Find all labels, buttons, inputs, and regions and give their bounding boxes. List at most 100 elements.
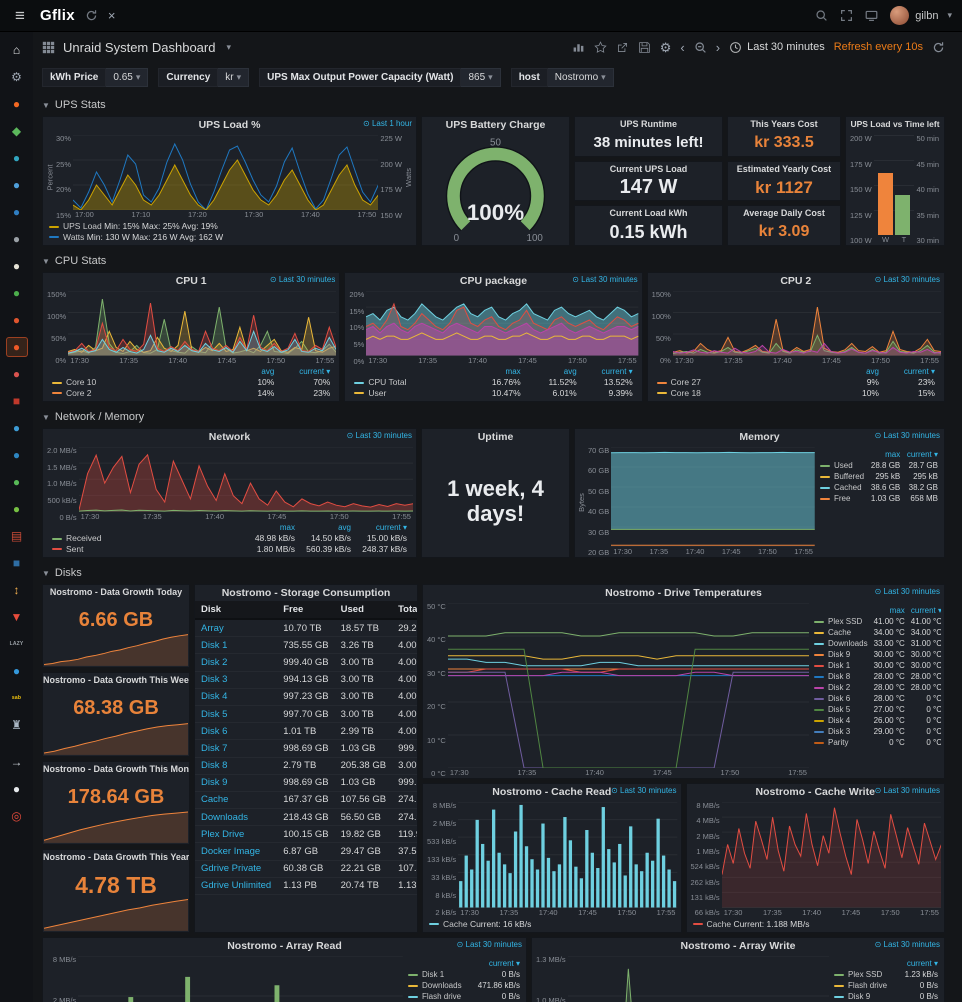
panel-title-bar[interactable]: Current Load kWh <box>575 206 722 219</box>
row-header-ups-stats[interactable]: ▼ UPS Stats <box>42 96 945 114</box>
legend-row[interactable]: User 10.47% 6.01% 9.39% <box>351 388 635 399</box>
red-target-icon[interactable]: ◎ <box>6 806 28 826</box>
refresh-icon[interactable] <box>932 41 945 54</box>
variable-value[interactable]: 865 ▾ <box>461 67 501 87</box>
ups-load-chart[interactable] <box>73 135 379 210</box>
time-range-picker[interactable]: Last 30 minutes <box>729 41 825 54</box>
variable-value[interactable]: 0.65 ▾ <box>106 67 149 87</box>
panel-title-bar[interactable]: Current UPS Load <box>575 162 722 175</box>
legend-column-header[interactable]: avg <box>338 522 351 532</box>
panel-title-bar[interactable]: Nostromo - Drive Temperatures ⊙ Last 30 … <box>423 585 944 601</box>
water-drop-icon[interactable]: ● <box>6 661 28 681</box>
fullscreen-icon[interactable] <box>840 9 853 22</box>
legend-row[interactable]: Plex SSD 41.00 °C 41.00 °C <box>811 616 941 627</box>
share-icon[interactable] <box>616 41 629 54</box>
cpu1-chart[interactable] <box>68 291 337 356</box>
zoom-out-icon[interactable] <box>694 41 707 54</box>
column-header[interactable]: Free <box>277 601 335 620</box>
column-header[interactable]: Used <box>334 601 393 620</box>
legend-column-header[interactable]: current ▾ <box>488 959 520 968</box>
legend-row[interactable]: Flash drive 0 B/s <box>405 991 523 1002</box>
legend-column-header[interactable]: current ▾ <box>906 959 938 968</box>
legend-row[interactable]: Plex SSD 1.23 kB/s <box>831 969 941 980</box>
panel-time-range[interactable]: ⊙ Last 30 minutes <box>456 940 522 949</box>
legend-row[interactable]: Core 27 9% 23% <box>654 377 938 388</box>
legend-row[interactable]: Core 18 10% 15% <box>654 388 938 399</box>
row-header-network-memory[interactable]: ▼ Network / Memory <box>42 408 945 426</box>
panel-title-bar[interactable]: CPU package ⊙ Last 30 minutes <box>345 273 641 289</box>
panel-time-range[interactable]: ⊙ Last 30 minutes <box>346 431 412 440</box>
home-icon[interactable]: ⌂ <box>6 40 28 60</box>
panel-time-range[interactable]: ⊙ Last 30 minutes <box>874 940 940 949</box>
array-write-chart[interactable] <box>568 956 829 1002</box>
panel-time-range[interactable]: ⊙ Last 30 minutes <box>874 275 940 284</box>
refresh-interval-label[interactable]: Refresh every 10s <box>833 41 923 53</box>
red-shield-icon[interactable]: ● <box>6 364 28 384</box>
legend-row[interactable]: Downloads 471.86 kB/s <box>405 980 523 991</box>
panel-time-range[interactable]: ⊙ Last 1 hour <box>363 119 412 128</box>
close-playlist-icon[interactable]: × <box>107 8 116 23</box>
network-chart[interactable] <box>78 447 413 512</box>
battery-gauge[interactable]: 50 0 100 100% <box>422 133 569 245</box>
legend-column-header[interactable]: avg <box>563 366 577 376</box>
lazy-badge-icon[interactable]: LAZY <box>6 634 28 654</box>
legend-column-header[interactable]: current ▾ <box>903 366 935 376</box>
blue-search-icon[interactable]: ● <box>6 202 28 222</box>
legend-column-header[interactable]: current ▾ <box>375 522 407 532</box>
cpu2-chart[interactable] <box>672 291 941 356</box>
legend-row[interactable]: Buffered 295 kB 295 kB <box>817 471 941 482</box>
panel-title-bar[interactable]: Nostromo - Data Growth This Week <box>43 673 189 687</box>
legend-column-header[interactable]: current ▾ <box>906 450 938 459</box>
legend-column-header[interactable]: current ▾ <box>910 606 941 615</box>
settings-gear-icon[interactable]: ⚙ <box>659 39 672 55</box>
blue-square-icon[interactable]: ■ <box>6 553 28 573</box>
panel-title-bar[interactable]: UPS Battery Charge <box>422 117 569 133</box>
column-header[interactable]: Disk <box>195 601 278 620</box>
panel-title-bar[interactable]: Nostromo - Array Read ⊙ Last 30 minutes <box>43 938 526 954</box>
panel-time-range[interactable]: ⊙ Last 30 minutes <box>874 786 940 795</box>
legend-row[interactable]: Free 1.03 GB 658 MB <box>817 493 941 504</box>
variable-currency[interactable]: Currency kr ▾ <box>158 67 250 87</box>
drive-temps-chart[interactable] <box>448 603 809 768</box>
orange-flame-icon[interactable]: ● <box>5 337 28 357</box>
blue-drop-icon[interactable]: ● <box>6 445 28 465</box>
tv-mode-icon[interactable] <box>865 9 878 22</box>
github-icon[interactable]: ● <box>6 779 28 799</box>
legend-row[interactable]: Flash drive 0 B/s <box>831 980 941 991</box>
legend-row[interactable]: Disk 4 26.00 °C 0 °C <box>811 715 941 726</box>
panel-title-bar[interactable]: Nostromo - Array Write ⊙ Last 30 minutes <box>532 938 944 954</box>
column-header[interactable]: Total <box>392 601 417 620</box>
variable-kwh-price[interactable]: kWh Price 0.65 ▾ <box>42 67 149 87</box>
variable-value[interactable]: Nostromo ▾ <box>547 67 614 87</box>
row-header-disks[interactable]: ▼ Disks <box>42 564 945 582</box>
panel-time-range[interactable]: ⊙ Last 30 minutes <box>874 587 940 596</box>
playlist-loop-icon[interactable] <box>85 9 98 22</box>
panel-title-bar[interactable]: Nostromo - Data Growth Today <box>43 585 189 599</box>
legend-column-header[interactable]: max <box>279 522 295 532</box>
variable-ups-max-output[interactable]: UPS Max Output Power Capacity (Watt) 865… <box>259 67 501 87</box>
time-shift-back-icon[interactable]: ‹ <box>680 39 685 55</box>
settings-icon[interactable]: ⚙ <box>6 67 28 87</box>
array-read-chart[interactable] <box>78 956 403 1002</box>
panel-title-bar[interactable]: Nostromo - Data Growth This Month <box>43 762 189 776</box>
legend-row[interactable]: Sent 1.80 MB/s 560.39 kB/s 248.37 kB/s <box>49 544 410 555</box>
panel-time-range[interactable]: ⊙ Last 30 minutes <box>269 275 336 284</box>
cache-read-chart[interactable] <box>458 802 677 908</box>
red-square-icon[interactable]: ■ <box>6 391 28 411</box>
logout-icon[interactable]: → <box>6 752 28 772</box>
tower-icon[interactable]: ♜ <box>6 715 28 735</box>
green-frog-icon[interactable]: ● <box>6 499 28 519</box>
legend-column-header[interactable]: max <box>505 366 521 376</box>
panel-title-bar[interactable]: UPS Load vs Time left <box>846 117 944 133</box>
sab-badge-icon[interactable]: sab <box>6 688 28 708</box>
panel-time-range[interactable]: ⊙ Last 30 minutes <box>572 275 638 284</box>
row-header-cpu-stats[interactable]: ▼ CPU Stats <box>42 252 945 270</box>
panel-title-bar[interactable]: UPS Runtime <box>575 117 722 130</box>
legend-column-header[interactable]: current ▾ <box>299 366 331 376</box>
legend-column-header[interactable]: avg <box>866 366 879 376</box>
legend-column-header[interactable]: max <box>885 450 901 459</box>
legend-row[interactable]: Disk 1 30.00 °C 30.00 °C <box>811 660 941 671</box>
panel-title-bar[interactable]: Average Daily Cost <box>728 206 840 219</box>
